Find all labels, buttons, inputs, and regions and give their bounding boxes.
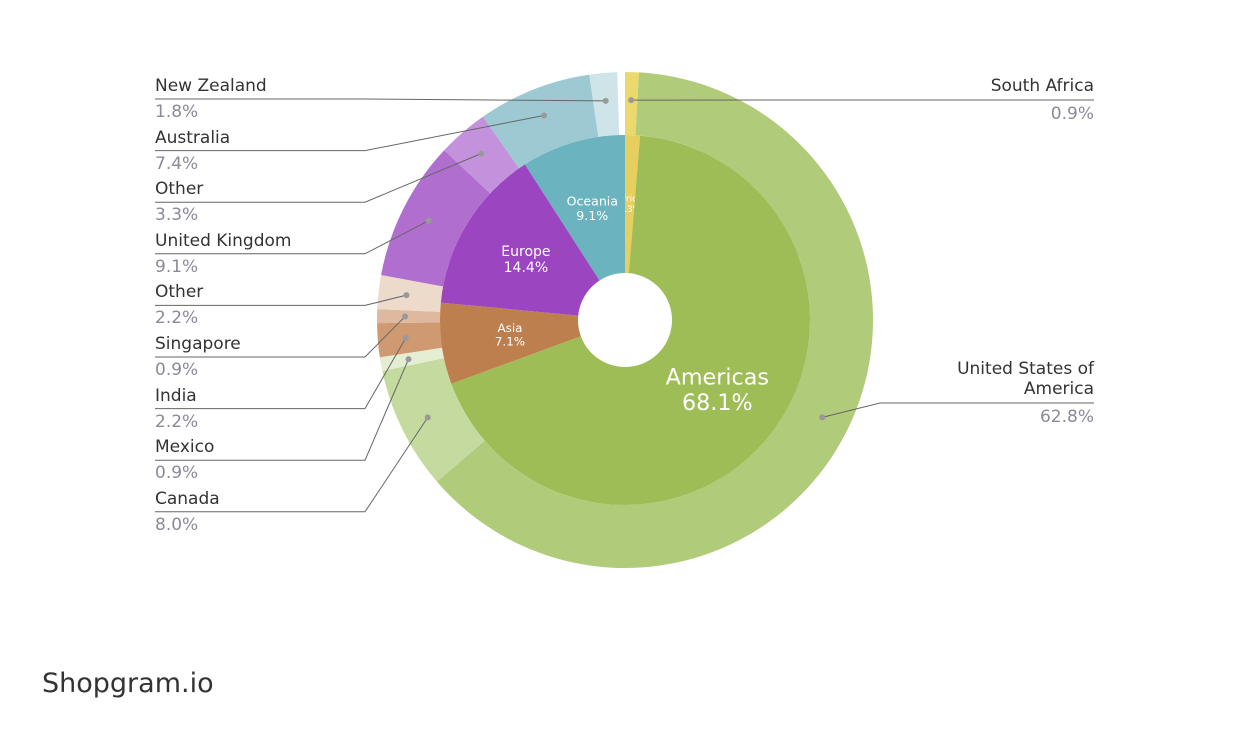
outer-label: New Zealand xyxy=(155,76,267,96)
leader-line xyxy=(155,114,545,152)
inner-label: Africa xyxy=(617,195,643,205)
inner-value-label: 1.3% xyxy=(618,205,641,215)
outer-label: Other xyxy=(155,179,204,200)
leader-dot xyxy=(541,112,548,119)
leader-line xyxy=(155,98,606,102)
outer-value-label: 2.2% xyxy=(155,411,199,432)
outer-label: India xyxy=(155,385,197,406)
outer-segment xyxy=(381,150,491,287)
outer-value-label: 9.1% xyxy=(155,256,199,277)
leader-line xyxy=(822,402,1094,418)
outer-value-label: 0.9% xyxy=(155,463,199,484)
outer-segment xyxy=(379,347,444,372)
outer-label: United Kingdom xyxy=(155,230,292,251)
leader-line xyxy=(155,153,482,203)
leader-dot xyxy=(403,292,410,299)
outer-segment xyxy=(377,309,441,324)
outer-label: Canada xyxy=(155,488,220,509)
brand: Shopgram.io xyxy=(42,668,214,699)
outer-value-label: 7.4% xyxy=(155,153,199,174)
outer-value-label: 0.9% xyxy=(155,360,199,380)
inner-segment xyxy=(524,135,625,281)
leader-line xyxy=(155,417,429,513)
leader-line xyxy=(155,316,406,358)
inner-value-label: 68.1% xyxy=(682,390,753,416)
outer-label: Singapore xyxy=(155,334,241,354)
inner-label: Americas xyxy=(666,364,769,390)
leader-dot xyxy=(402,313,409,320)
outer-label: South Africa xyxy=(990,76,1094,96)
leader-line xyxy=(155,358,409,461)
leader-dot xyxy=(819,414,826,421)
outer-segment xyxy=(436,72,873,568)
outer-segment xyxy=(382,358,485,482)
outer-segment xyxy=(483,74,599,169)
inner-label: Asia xyxy=(497,321,522,335)
outer-value-label: 62.8% xyxy=(1039,407,1094,427)
leader-line xyxy=(155,220,429,255)
inner-segment xyxy=(440,164,600,316)
inner-segment xyxy=(625,135,641,274)
leader-dot xyxy=(425,217,432,224)
outer-label: United States of America xyxy=(957,359,1094,399)
leader-dot xyxy=(478,150,485,157)
leader-dot xyxy=(402,334,409,341)
leader-dot xyxy=(602,97,609,104)
outer-segment xyxy=(377,275,444,312)
inner-value-label: 9.1% xyxy=(576,208,608,223)
inner-segment xyxy=(451,135,810,505)
outer-label: Other xyxy=(155,282,204,303)
outer-value-label: 2.2% xyxy=(155,308,199,329)
leader-line xyxy=(155,337,407,410)
inner-value-label: 7.1% xyxy=(495,335,525,349)
inner-label: Oceania xyxy=(567,193,618,208)
outer-label: Australia xyxy=(155,127,231,148)
outer-label: Mexico xyxy=(155,437,215,458)
leader-line xyxy=(155,294,407,306)
leader-dot xyxy=(628,97,635,104)
inner-label: Europe xyxy=(501,244,550,260)
outer-segment xyxy=(589,72,620,137)
leader-dot xyxy=(405,356,412,363)
outer-value-label: 1.8% xyxy=(155,102,199,122)
outer-segment xyxy=(377,322,443,358)
outer-value-label: 3.3% xyxy=(155,205,199,226)
inner-value-label: 14.4% xyxy=(504,260,549,276)
outer-value-label: 8.0% xyxy=(155,514,199,535)
outer-value-label: 0.9% xyxy=(1050,104,1094,124)
inner-segment xyxy=(439,302,581,384)
outer-segment xyxy=(625,72,640,136)
leader-dot xyxy=(424,414,431,421)
